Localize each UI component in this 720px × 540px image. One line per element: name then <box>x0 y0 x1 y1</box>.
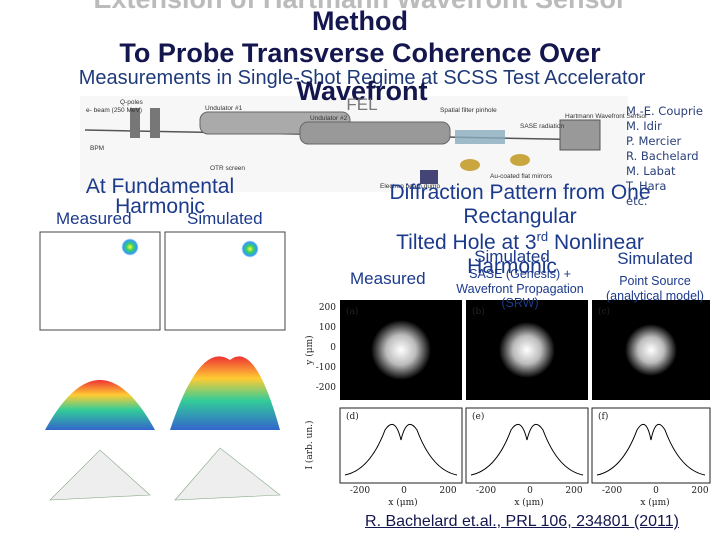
column-note: Wavefront Propagation <box>456 282 584 296</box>
panel-label: (b) <box>472 306 485 317</box>
schematic-label: Hartmann Wavefront Sensor <box>565 113 648 120</box>
panel-label: (c) <box>598 306 610 317</box>
author: M. Idir <box>626 119 662 133</box>
panel-label: (d) <box>346 411 359 422</box>
y-tick-label: -100 <box>316 363 336 373</box>
x-tick-label: 200 <box>565 486 582 496</box>
author: T. Hara <box>626 179 667 193</box>
column-label: Measured <box>56 209 132 228</box>
column-note: Point Source <box>619 274 691 288</box>
axis-label: I (arb. un.) <box>304 420 315 469</box>
schematic-label: e- beam (250 MeV) <box>86 107 142 114</box>
citation: R. Bachelard et.al., PRL 106, 234801 (20… <box>365 513 679 530</box>
x-tick-label: -200 <box>602 486 622 496</box>
title: Wavefront <box>296 76 428 106</box>
y-tick-label: 100 <box>319 323 336 333</box>
schematic-label: Electron beam dump <box>380 183 440 190</box>
schematic-label: OTR screen <box>210 165 245 172</box>
x-tick-label: -200 <box>350 486 370 496</box>
title: To Probe Transverse Coherence Over <box>119 38 601 68</box>
subtitle: Measurements in Single-Shot Regime at SC… <box>78 67 646 89</box>
panel-label: (e) <box>472 411 484 422</box>
axis-label: x (μm) <box>640 497 669 508</box>
right-heading: Rectangular <box>463 205 577 228</box>
schematic-label: Spatial filter pinhole <box>440 107 497 114</box>
x-tick-label: 200 <box>439 486 456 496</box>
subtitle: FEL <box>346 95 378 114</box>
heading-text: Tilted Hole at 3 <box>396 231 537 254</box>
x-tick-label: 0 <box>653 486 659 496</box>
column-label: Simulated <box>474 247 550 266</box>
schematic-label: Undulator #2 <box>310 115 348 122</box>
x-tick-label: -200 <box>476 486 496 496</box>
author: P. Mercier <box>626 134 682 148</box>
column-label: Measured <box>350 269 426 288</box>
column-label: Simulated <box>617 249 693 268</box>
heading-text: Nonlinear <box>548 231 644 254</box>
x-tick-label: 0 <box>401 486 407 496</box>
title: Extension of Hartmann Wavefront Sensor <box>93 0 626 13</box>
panel-label: (f) <box>598 411 608 422</box>
author: etc. <box>626 194 648 208</box>
title: Method <box>312 6 408 36</box>
column-note: SASE (Genesis) + <box>469 267 571 281</box>
right-heading: Diffraction Pattern from One <box>389 181 651 204</box>
schematic-label: SASE radiation <box>520 123 564 130</box>
y-tick-label: 200 <box>319 303 336 313</box>
author: M. Labat <box>626 164 676 178</box>
axis-label: x (μm) <box>388 497 417 508</box>
heading-sup: rd <box>536 229 549 244</box>
schematic-label: Undulator #1 <box>205 105 243 112</box>
y-tick-label: -200 <box>316 383 336 393</box>
column-note: (SRW) <box>501 296 539 310</box>
right-heading: Harmonic <box>467 255 557 278</box>
schematic-label: Q-poles <box>120 99 144 106</box>
x-tick-label: 200 <box>691 486 708 496</box>
column-note: (analytical model) <box>606 289 704 303</box>
left-heading: At Fundamental <box>85 175 235 198</box>
axis-label: y (μm) <box>304 335 315 365</box>
schematic-label: BPM <box>90 145 104 152</box>
column-label: Simulated <box>187 209 263 228</box>
y-tick-label: 0 <box>330 343 336 353</box>
schematic-label: Au-coated flat mirrors <box>490 173 553 180</box>
left-figure <box>39 231 286 501</box>
authors: M.-E. Couprie M. Idir P. Mercier R. Bachela… <box>626 104 703 209</box>
author: R. Bachelard <box>626 149 699 163</box>
right-figure <box>339 300 711 484</box>
schematic <box>80 96 628 192</box>
author: M.-E. Couprie <box>626 104 703 118</box>
axis-label: x (μm) <box>514 497 543 508</box>
panel-label: (a) <box>346 306 358 317</box>
right-heading: Tilted Hole at 3rd Nonlinear <box>396 230 644 253</box>
x-tick-label: 0 <box>527 486 533 496</box>
left-heading: Harmonic <box>115 195 205 218</box>
